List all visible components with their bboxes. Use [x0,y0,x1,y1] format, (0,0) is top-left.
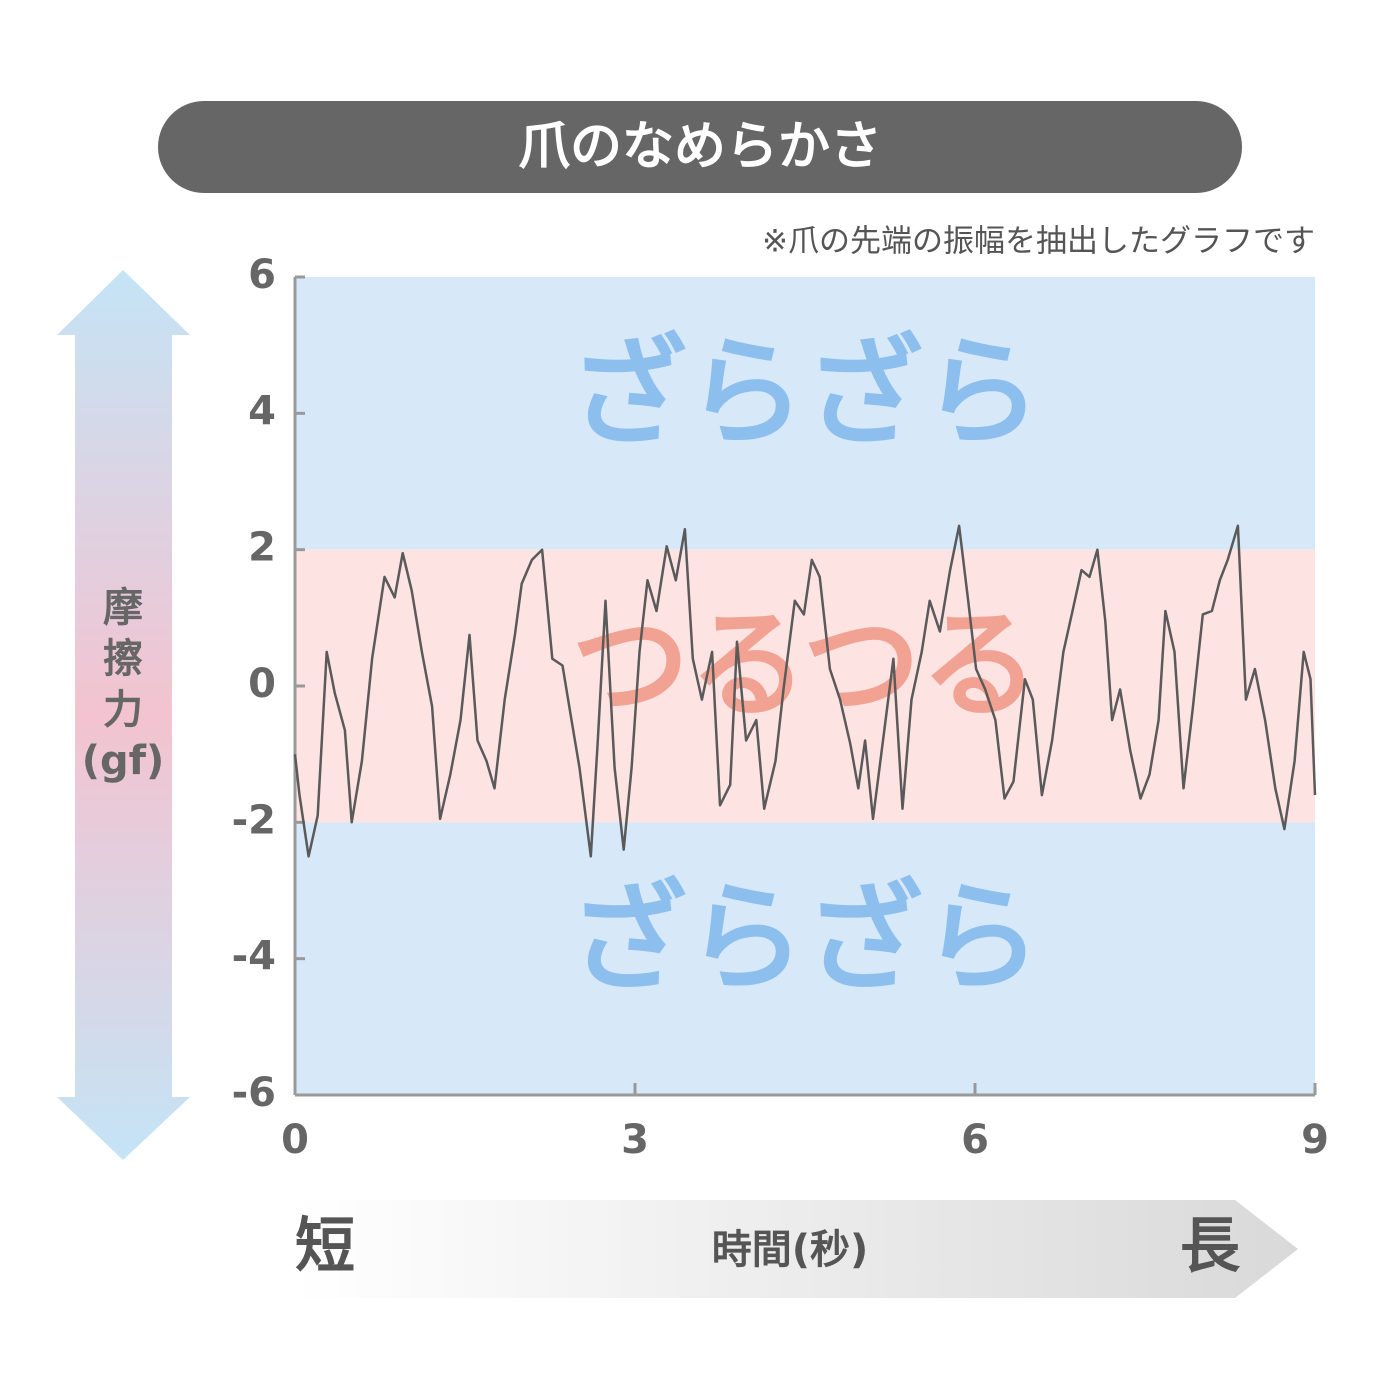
y-axis-label: 力 [103,687,143,733]
x-tick-label: 0 [281,1117,309,1163]
band [295,277,1315,550]
subtitle: ※爪の先端の振幅を抽出したグラフです [762,224,1315,260]
y-tick-label: 2 [248,525,276,571]
x-axis-label: 時間(秒) [712,1227,869,1273]
title-pill [158,101,1242,193]
y-arrow [57,270,190,1160]
y-tick-label: -6 [232,1070,276,1116]
band-label: ざらざら [569,324,1041,462]
x-tick-label: 9 [1301,1117,1329,1163]
series-line [293,524,1317,858]
x-start-label: 短 [295,1212,355,1282]
band [295,822,1315,1095]
y-tick-label: -4 [232,934,276,980]
y-axis-label: 擦 [103,636,143,682]
band-label: つるつる [571,596,1038,734]
x-tick-label: 6 [961,1117,989,1163]
y-tick-label: 4 [248,388,276,434]
y-axis-label: (gf) [82,738,165,784]
x-arrow [295,1200,1298,1298]
y-tick-label: 6 [248,252,276,298]
band-label: ざらざら [569,869,1041,1007]
chart-title: 爪のなめらかさ [518,117,882,177]
y-tick-label: -2 [232,797,276,843]
y-tick-label: 0 [248,661,276,707]
y-axis-label: 摩 [103,585,143,631]
x-end-label: 長 [1180,1212,1241,1282]
x-tick-label: 3 [621,1117,649,1163]
